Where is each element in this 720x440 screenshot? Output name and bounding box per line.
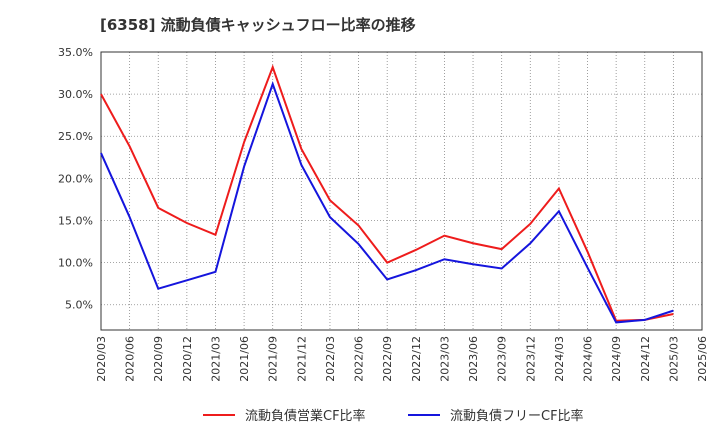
y-tick-label: 5.0% [65, 299, 93, 312]
x-tick-label: 2022/03 [324, 336, 337, 382]
x-tick-label: 2024/09 [610, 336, 623, 382]
legend-label-1: 流動負債営業CF比率 [245, 408, 366, 424]
x-tick-label: 2025/06 [696, 336, 709, 382]
y-tick-label: 25.0% [58, 130, 93, 143]
chart-title: [6358] 流動負債キャッシュフロー比率の推移 [100, 16, 416, 34]
y-tick-label: 10.0% [58, 257, 93, 270]
x-tick-label: 2024/12 [639, 336, 652, 382]
y-tick-label: 30.0% [58, 88, 93, 101]
x-tick-label: 2022/09 [381, 336, 394, 382]
series-line-1 [100, 64, 674, 322]
x-tick-label: 2024/03 [553, 336, 566, 382]
x-tick-label: 2020/09 [152, 336, 165, 382]
x-tick-label: 2022/12 [410, 336, 423, 382]
x-tick-label: 2021/09 [267, 336, 280, 382]
x-tick-label: 2021/06 [238, 336, 251, 382]
plot-frame [100, 51, 703, 331]
y-tick-label: 35.0% [58, 46, 93, 59]
y-tick-label: 20.0% [58, 172, 93, 185]
x-tick-label: 2023/06 [467, 336, 480, 382]
x-tick-label: 2025/03 [667, 336, 680, 382]
x-tick-label: 2023/12 [524, 336, 537, 382]
plot-area [101, 52, 702, 330]
x-tick-label: 2023/09 [496, 336, 509, 382]
x-tick-label: 2020/06 [124, 336, 137, 382]
x-tick-label: 2020/12 [181, 336, 194, 382]
x-tick-label: 2020/03 [95, 336, 108, 382]
x-tick-label: 2021/12 [295, 336, 308, 382]
y-tick-label: 15.0% [58, 214, 93, 227]
x-tick-label: 2021/03 [209, 336, 222, 382]
x-tick-label: 2023/03 [438, 336, 451, 382]
x-tick-label: 2022/06 [353, 336, 366, 382]
x-tick-label: 2024/06 [582, 336, 595, 382]
series-line-2 [100, 80, 674, 324]
legend-label-2: 流動負債フリーCF比率 [450, 408, 584, 424]
